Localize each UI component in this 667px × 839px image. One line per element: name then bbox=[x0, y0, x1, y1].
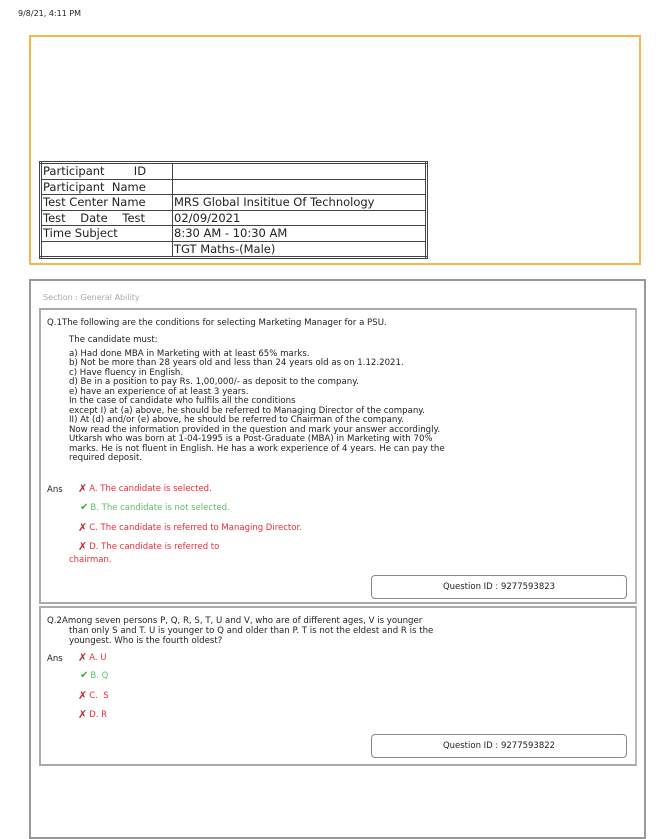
cross-icon: ✗ bbox=[78, 651, 88, 664]
participant-header: Participant ID Participant Name Test Cen… bbox=[29, 35, 641, 265]
row-label: Test Date Test bbox=[40, 209, 173, 226]
option-d: ✗ D. The candidate is referred to bbox=[78, 540, 220, 553]
cross-icon: ✗ bbox=[78, 521, 88, 534]
participant-info-table: Participant ID Participant Name Test Cen… bbox=[39, 161, 428, 259]
timestamp: 9/8/21, 4:11 PM bbox=[18, 9, 82, 18]
row-label bbox=[40, 240, 173, 258]
question-2: Q.2Among seven persons P, Q, R, S, T, U … bbox=[39, 606, 637, 766]
row-label: Time Subject bbox=[40, 225, 173, 242]
row-label: Participant Name bbox=[40, 178, 173, 195]
row-value: 8:30 AM - 10:30 AM bbox=[172, 225, 427, 242]
cross-icon: ✗ bbox=[78, 482, 88, 495]
option-b: ✔ B. The candidate is not selected. bbox=[80, 502, 230, 513]
option-d-cont: chairman. bbox=[69, 555, 112, 565]
option-a: ✗ A. U bbox=[78, 651, 107, 664]
cross-icon: ✗ bbox=[78, 708, 88, 721]
option-d: ✗ D. R bbox=[78, 708, 108, 721]
option-a: ✗ A. The candidate is selected. bbox=[78, 482, 212, 495]
row-value bbox=[172, 162, 427, 180]
question-1: Q.1The following are the conditions for … bbox=[39, 308, 637, 604]
question-title: Q.2Among seven persons P, Q, R, S, T, U … bbox=[47, 616, 423, 626]
check-icon: ✔ bbox=[80, 502, 89, 513]
cross-icon: ✗ bbox=[78, 540, 88, 553]
check-icon: ✔ bbox=[80, 670, 89, 681]
question-id: Question ID : 9277593822 bbox=[371, 734, 627, 758]
option-c: ✗ C. S bbox=[78, 689, 109, 702]
option-c: ✗ C. The candidate is referred to Managin… bbox=[78, 521, 302, 534]
table-row: Participant Name bbox=[40, 178, 427, 195]
table-row: Test Date Test 02/09/2021 bbox=[40, 209, 427, 226]
ans-label: Ans bbox=[47, 654, 63, 664]
table-row: Time Subject 8:30 AM - 10:30 AM bbox=[40, 225, 427, 242]
question-title: Q.1The following are the conditions for … bbox=[47, 318, 387, 328]
row-value: MRS Global Insititue Of Technology bbox=[172, 194, 427, 211]
row-label: Test Center Name bbox=[40, 194, 173, 211]
row-value bbox=[172, 178, 427, 195]
row-label: Participant ID bbox=[40, 162, 173, 180]
row-value: TGT Maths-(Male) bbox=[172, 240, 427, 258]
option-b: ✔ B. Q bbox=[80, 670, 109, 681]
table-row: TGT Maths-(Male) bbox=[40, 240, 427, 258]
table-row: Test Center Name MRS Global Insititue Of … bbox=[40, 194, 427, 211]
cross-icon: ✗ bbox=[78, 689, 88, 702]
ans-label: Ans bbox=[47, 485, 63, 495]
section-panel: Section : General Ability Q.1The followi… bbox=[29, 279, 646, 839]
question-body: The candidate must: a) Had done MBA in M… bbox=[69, 335, 445, 463]
question-id: Question ID : 9277593823 bbox=[371, 575, 627, 599]
table-row: Participant ID bbox=[40, 162, 427, 180]
row-value: 02/09/2021 bbox=[172, 209, 427, 226]
section-title: Section : General Ability bbox=[43, 293, 140, 302]
